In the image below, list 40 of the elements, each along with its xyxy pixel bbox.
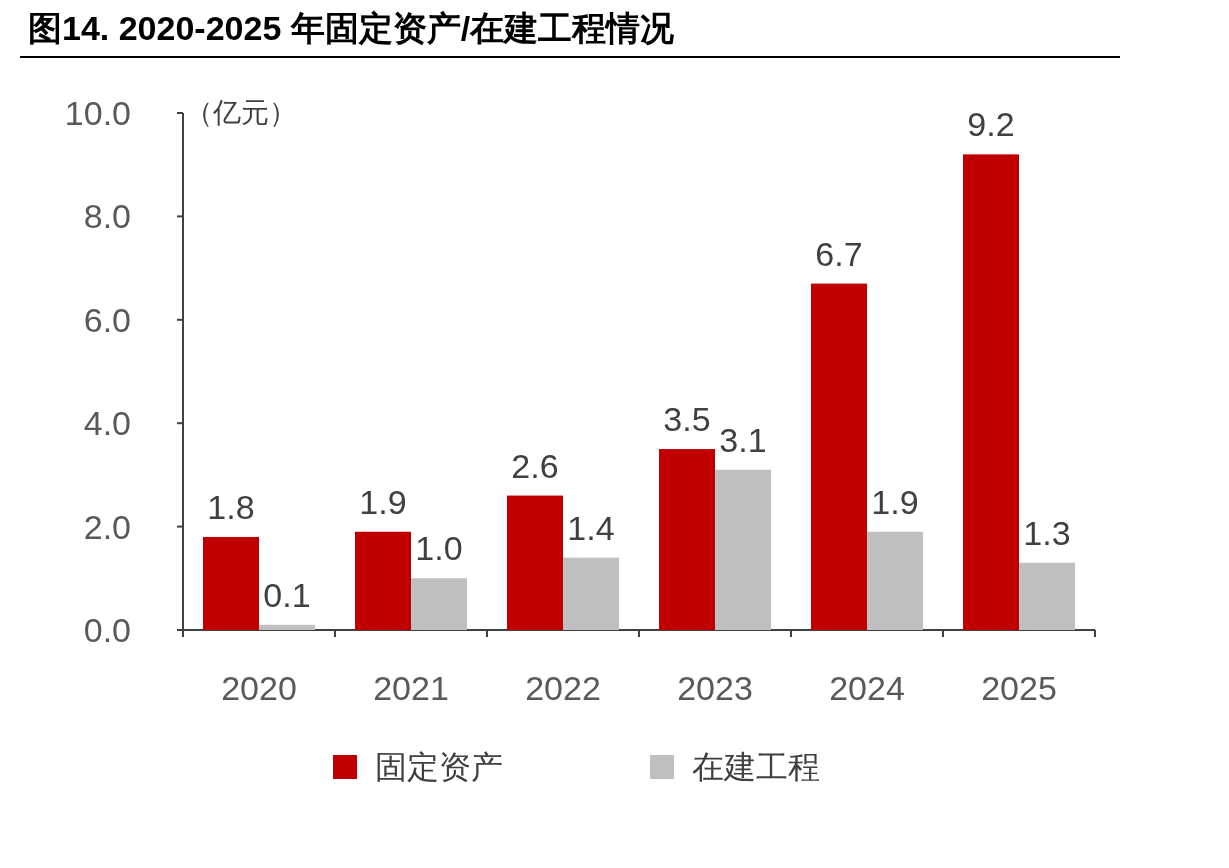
data-label: 9.2: [967, 105, 1015, 144]
x-tick-label: 2020: [221, 669, 297, 707]
bar: [259, 624, 315, 630]
bar: [659, 449, 715, 630]
y-tick-label: 2.0: [83, 507, 131, 546]
x-tick-label: 2022: [525, 669, 601, 707]
bar: [203, 536, 259, 630]
data-label: 1.9: [359, 482, 407, 521]
y-tick-label: 4.0: [83, 404, 131, 443]
y-tick-label: 0.0: [83, 611, 131, 649]
y-tick-label: 10.0: [64, 94, 131, 132]
bar: [411, 578, 467, 630]
bar: [1019, 562, 1075, 630]
chart-title: 图14. 2020-2025 年固定资产/在建工程情况: [28, 9, 676, 47]
bar: [715, 469, 771, 630]
data-label: 3.1: [719, 420, 767, 459]
data-label: 1.0: [415, 529, 463, 568]
x-tick-label: 2025: [981, 669, 1057, 707]
data-label: 1.8: [207, 487, 255, 526]
x-tick-label: 2023: [677, 669, 753, 707]
data-label: 1.9: [871, 482, 919, 521]
data-label: 1.4: [567, 508, 615, 547]
x-tick-label: 2024: [829, 669, 905, 707]
legend-label: 固定资产: [375, 749, 503, 785]
bar: [355, 531, 411, 630]
x-tick-label: 2021: [373, 669, 449, 707]
data-label: 0.1: [263, 575, 311, 614]
bar: [867, 531, 923, 630]
bar: [563, 557, 619, 630]
bar: [963, 154, 1019, 630]
y-axis-title: （亿元）: [185, 97, 297, 128]
y-tick-label: 8.0: [83, 197, 131, 236]
bar: [507, 495, 563, 630]
data-label: 2.6: [511, 446, 559, 485]
data-label: 6.7: [815, 234, 863, 273]
data-label: 1.3: [1023, 513, 1071, 552]
bar: [811, 283, 867, 630]
y-tick-label: 6.0: [83, 300, 131, 339]
legend-label: 在建工程: [692, 749, 820, 785]
data-label: 3.5: [663, 400, 711, 439]
